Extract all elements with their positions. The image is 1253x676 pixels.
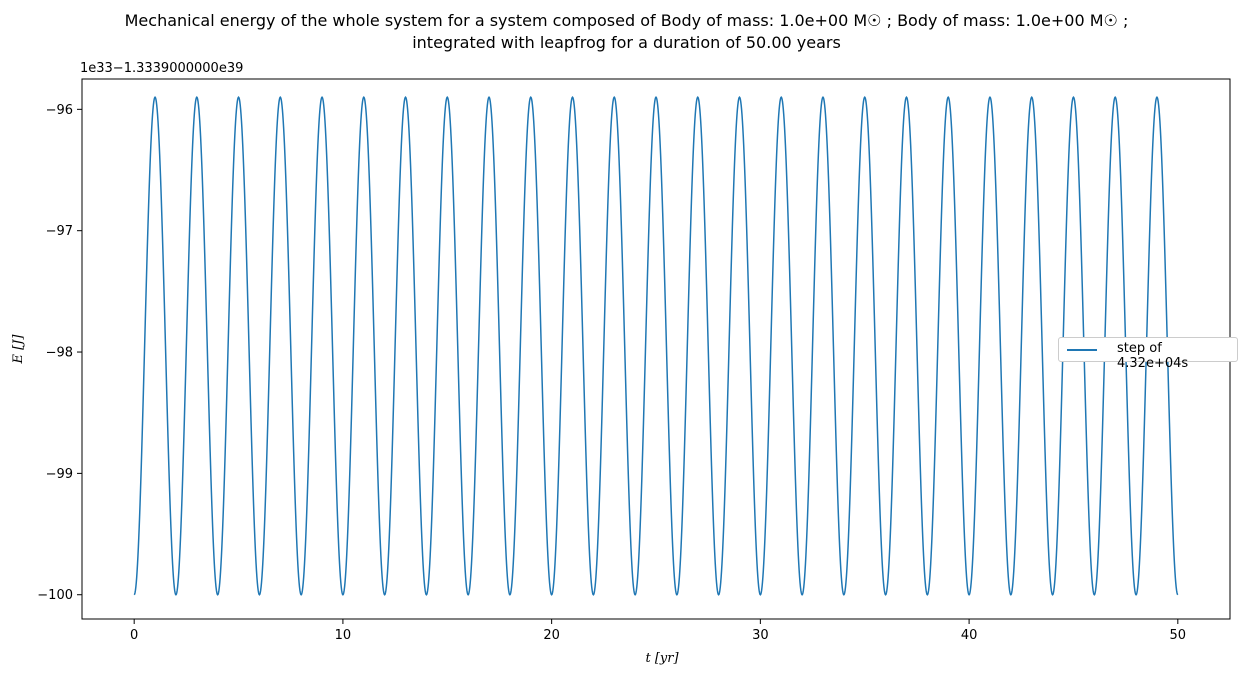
legend-label: step of 4.32e+04s xyxy=(1117,341,1189,371)
legend-line-swatch xyxy=(1067,349,1097,351)
x-axis-label: t [yr] xyxy=(645,651,679,666)
series-line-energy xyxy=(133,96,1179,596)
y-axis-offset-text: 1e33−1.3339000000e39 xyxy=(80,61,244,76)
x-tick-label: 40 xyxy=(961,628,978,643)
y-tick-label: −98 xyxy=(46,346,73,361)
x-tick-label: 30 xyxy=(752,628,769,643)
legend: step of 4.32e+04s xyxy=(1058,337,1238,371)
x-tick-label: 0 xyxy=(130,628,138,643)
chart-title-line1: Mechanical energy of the whole system fo… xyxy=(124,11,1129,30)
y-tick-label: −97 xyxy=(46,224,73,239)
x-tick-label: 50 xyxy=(1170,628,1187,643)
y-axis-label: E [J] xyxy=(11,334,26,365)
y-tick-label: −99 xyxy=(46,467,73,482)
x-tick-label: 20 xyxy=(543,628,560,643)
y-tick-label: −100 xyxy=(37,588,73,603)
y-tick-label: −96 xyxy=(46,103,73,118)
chart-title-line2: integrated with leapfrog for a duration … xyxy=(412,33,841,52)
x-tick-label: 10 xyxy=(335,628,352,643)
